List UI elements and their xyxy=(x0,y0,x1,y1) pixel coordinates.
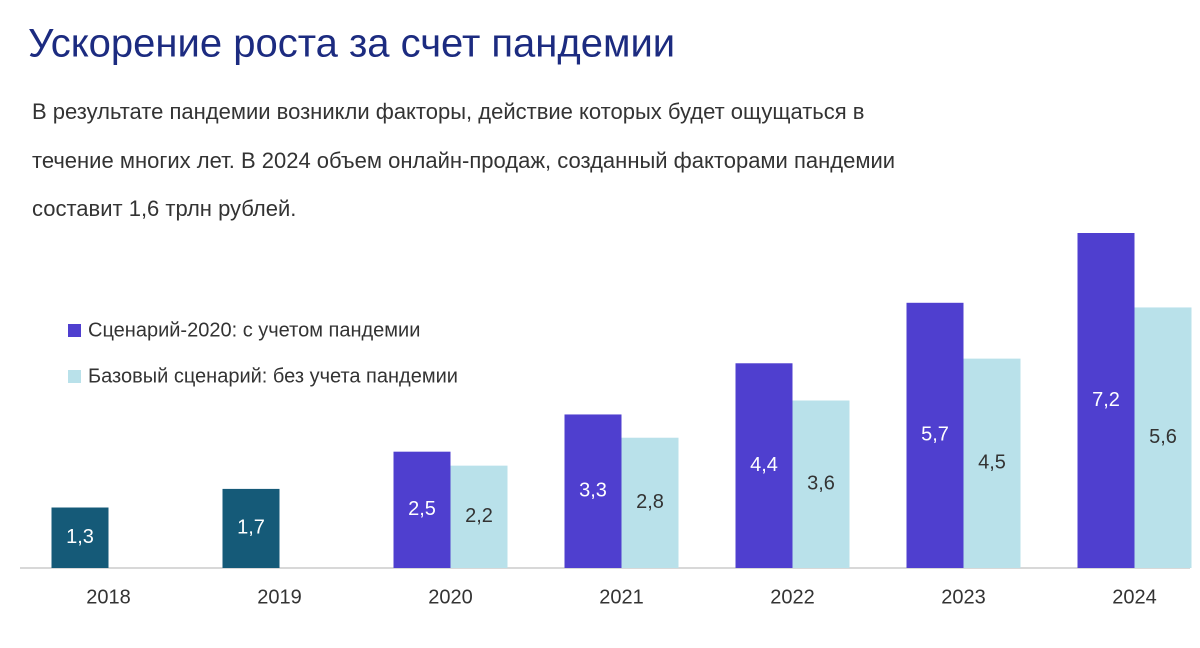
value-label: 1,7 xyxy=(237,517,265,539)
value-label: 3,6 xyxy=(807,473,835,495)
legend-label: Базовый сценарий: без учета пандемии xyxy=(88,365,458,387)
bar xyxy=(1077,233,1135,568)
x-tick-label: 2022 xyxy=(770,586,815,608)
bar xyxy=(963,358,1021,568)
x-tick-label: 2018 xyxy=(86,586,131,608)
x-tick-label: 2019 xyxy=(257,586,302,608)
x-tick-label: 2020 xyxy=(428,586,473,608)
value-label: 5,6 xyxy=(1149,426,1177,448)
value-label: 3,3 xyxy=(579,480,607,502)
x-tick-label: 2023 xyxy=(941,586,986,608)
value-label: 7,2 xyxy=(1092,389,1120,411)
legend-label: Сценарий-2020: с учетом пандемии xyxy=(88,319,420,341)
value-label: 4,5 xyxy=(978,452,1006,474)
subtitle-line: течение многих лет. В 2024 объем онлайн-… xyxy=(32,148,895,173)
value-label: 2,5 xyxy=(408,498,436,520)
bar xyxy=(393,451,451,568)
bar xyxy=(51,507,109,568)
legend-swatch xyxy=(68,324,81,337)
subtitle-line: В результате пандемии возникли факторы, … xyxy=(32,99,864,124)
bar xyxy=(222,488,280,568)
bar xyxy=(450,465,508,568)
value-label: 1,3 xyxy=(66,526,94,548)
legend-swatch xyxy=(68,370,81,383)
bar xyxy=(1134,307,1192,568)
bar xyxy=(906,302,964,568)
chart-title: Ускорение роста за счет пандемии xyxy=(28,22,675,66)
value-label: 2,2 xyxy=(465,505,493,527)
x-tick-label: 2024 xyxy=(1112,586,1157,608)
x-tick-label: 2021 xyxy=(599,586,644,608)
bar xyxy=(792,400,850,568)
bar xyxy=(564,414,622,568)
subtitle-line: составит 1,6 трлн рублей. xyxy=(32,196,296,221)
bar xyxy=(735,363,793,568)
value-label: 2,8 xyxy=(636,491,664,513)
value-label: 4,4 xyxy=(750,454,778,476)
bar xyxy=(621,437,679,568)
value-label: 5,7 xyxy=(921,424,949,446)
